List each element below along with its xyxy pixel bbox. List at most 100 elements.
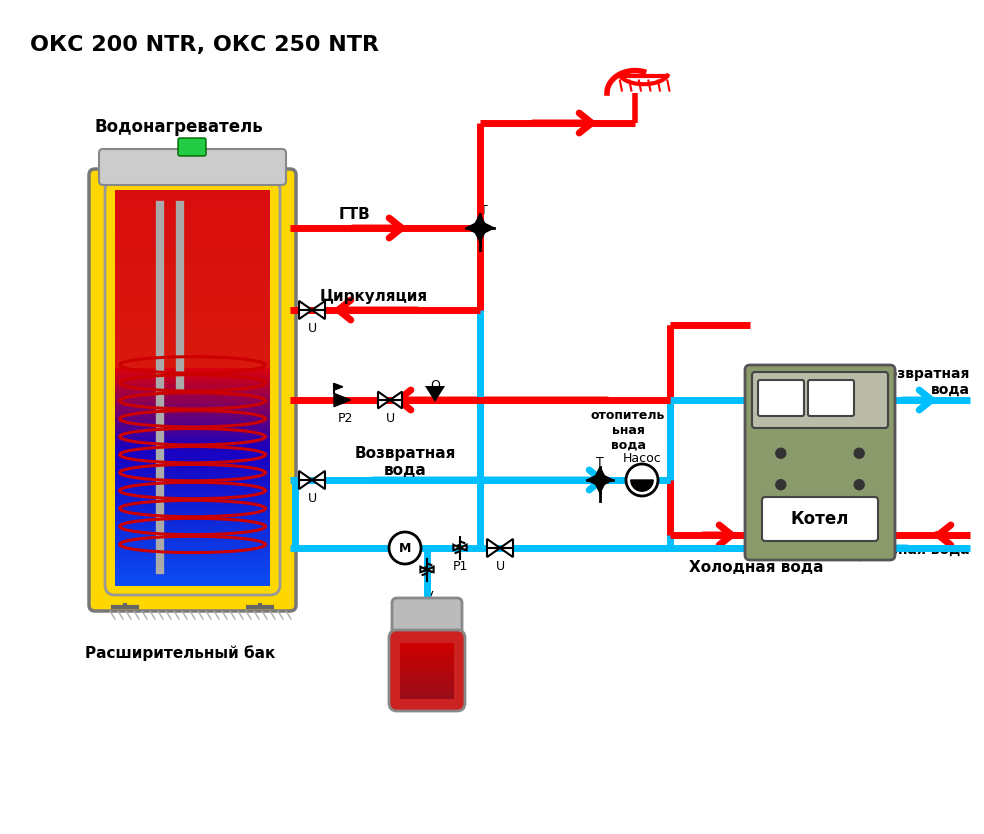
Bar: [115, 243, 270, 247]
Bar: [400, 661, 454, 664]
Bar: [115, 315, 270, 319]
Circle shape: [854, 448, 864, 458]
Bar: [115, 219, 270, 224]
Bar: [115, 579, 270, 583]
Bar: [115, 486, 270, 490]
Bar: [400, 656, 454, 659]
Bar: [400, 665, 454, 668]
Bar: [115, 427, 270, 431]
Bar: [115, 434, 270, 438]
Bar: [115, 200, 270, 204]
Polygon shape: [312, 471, 325, 489]
Bar: [115, 302, 270, 306]
Bar: [115, 391, 270, 395]
Bar: [115, 420, 270, 425]
Bar: [115, 378, 270, 382]
Bar: [400, 669, 454, 671]
Bar: [115, 292, 270, 296]
Bar: [115, 430, 270, 435]
Bar: [115, 279, 270, 284]
FancyBboxPatch shape: [99, 149, 286, 185]
Circle shape: [775, 480, 786, 490]
Polygon shape: [593, 467, 606, 480]
Bar: [400, 660, 454, 662]
Bar: [400, 654, 454, 657]
Text: P2: P2: [338, 411, 352, 425]
Polygon shape: [334, 394, 350, 407]
Polygon shape: [480, 221, 494, 235]
Bar: [115, 480, 270, 484]
Text: отопитель
ьная
вода: отопитель ьная вода: [590, 409, 665, 451]
Bar: [115, 417, 270, 421]
Bar: [115, 513, 270, 517]
Circle shape: [389, 532, 421, 564]
Bar: [115, 407, 270, 411]
Bar: [400, 671, 454, 673]
Bar: [115, 404, 270, 409]
Polygon shape: [390, 392, 402, 409]
Circle shape: [854, 480, 864, 490]
Bar: [115, 535, 270, 540]
Text: T: T: [480, 203, 488, 217]
Polygon shape: [487, 539, 500, 557]
Bar: [115, 549, 270, 553]
Text: Возвратная
вода: Возвратная вода: [878, 367, 970, 397]
Polygon shape: [420, 566, 427, 572]
Bar: [115, 361, 270, 365]
Polygon shape: [466, 221, 480, 235]
Bar: [115, 542, 270, 546]
Bar: [400, 667, 454, 670]
Bar: [115, 516, 270, 520]
FancyBboxPatch shape: [808, 380, 854, 416]
Bar: [115, 569, 270, 573]
Bar: [115, 233, 270, 237]
Bar: [115, 476, 270, 480]
Bar: [115, 253, 270, 257]
Bar: [115, 414, 270, 418]
Circle shape: [775, 448, 786, 458]
Bar: [400, 643, 454, 646]
Bar: [115, 216, 270, 221]
Text: O: O: [430, 379, 440, 391]
Bar: [115, 400, 270, 405]
Polygon shape: [334, 384, 342, 390]
Bar: [115, 223, 270, 227]
Bar: [115, 229, 270, 234]
Bar: [400, 696, 454, 699]
Bar: [115, 246, 270, 250]
Bar: [115, 348, 270, 352]
Bar: [115, 351, 270, 355]
Polygon shape: [500, 539, 513, 557]
Bar: [400, 652, 454, 655]
Text: M: M: [399, 541, 411, 555]
Bar: [115, 444, 270, 448]
Bar: [115, 532, 270, 536]
Text: ГТВ: ГТВ: [339, 207, 371, 222]
Polygon shape: [460, 545, 466, 550]
Bar: [115, 371, 270, 375]
Bar: [400, 672, 454, 676]
FancyBboxPatch shape: [752, 372, 888, 428]
Bar: [115, 203, 270, 208]
Bar: [115, 358, 270, 362]
Bar: [115, 539, 270, 543]
Bar: [115, 249, 270, 254]
Text: V: V: [425, 590, 433, 602]
Bar: [400, 689, 454, 691]
Bar: [115, 256, 270, 260]
Polygon shape: [454, 545, 460, 550]
Bar: [115, 322, 270, 326]
Bar: [115, 312, 270, 316]
Bar: [115, 410, 270, 414]
Bar: [115, 381, 270, 385]
Bar: [115, 483, 270, 487]
Bar: [115, 581, 270, 586]
Text: Циркуляция: Циркуляция: [320, 289, 428, 304]
Bar: [115, 490, 270, 494]
Bar: [115, 545, 270, 550]
Bar: [115, 325, 270, 329]
Bar: [115, 437, 270, 441]
Bar: [115, 226, 270, 230]
Bar: [115, 500, 270, 504]
Bar: [115, 463, 270, 468]
